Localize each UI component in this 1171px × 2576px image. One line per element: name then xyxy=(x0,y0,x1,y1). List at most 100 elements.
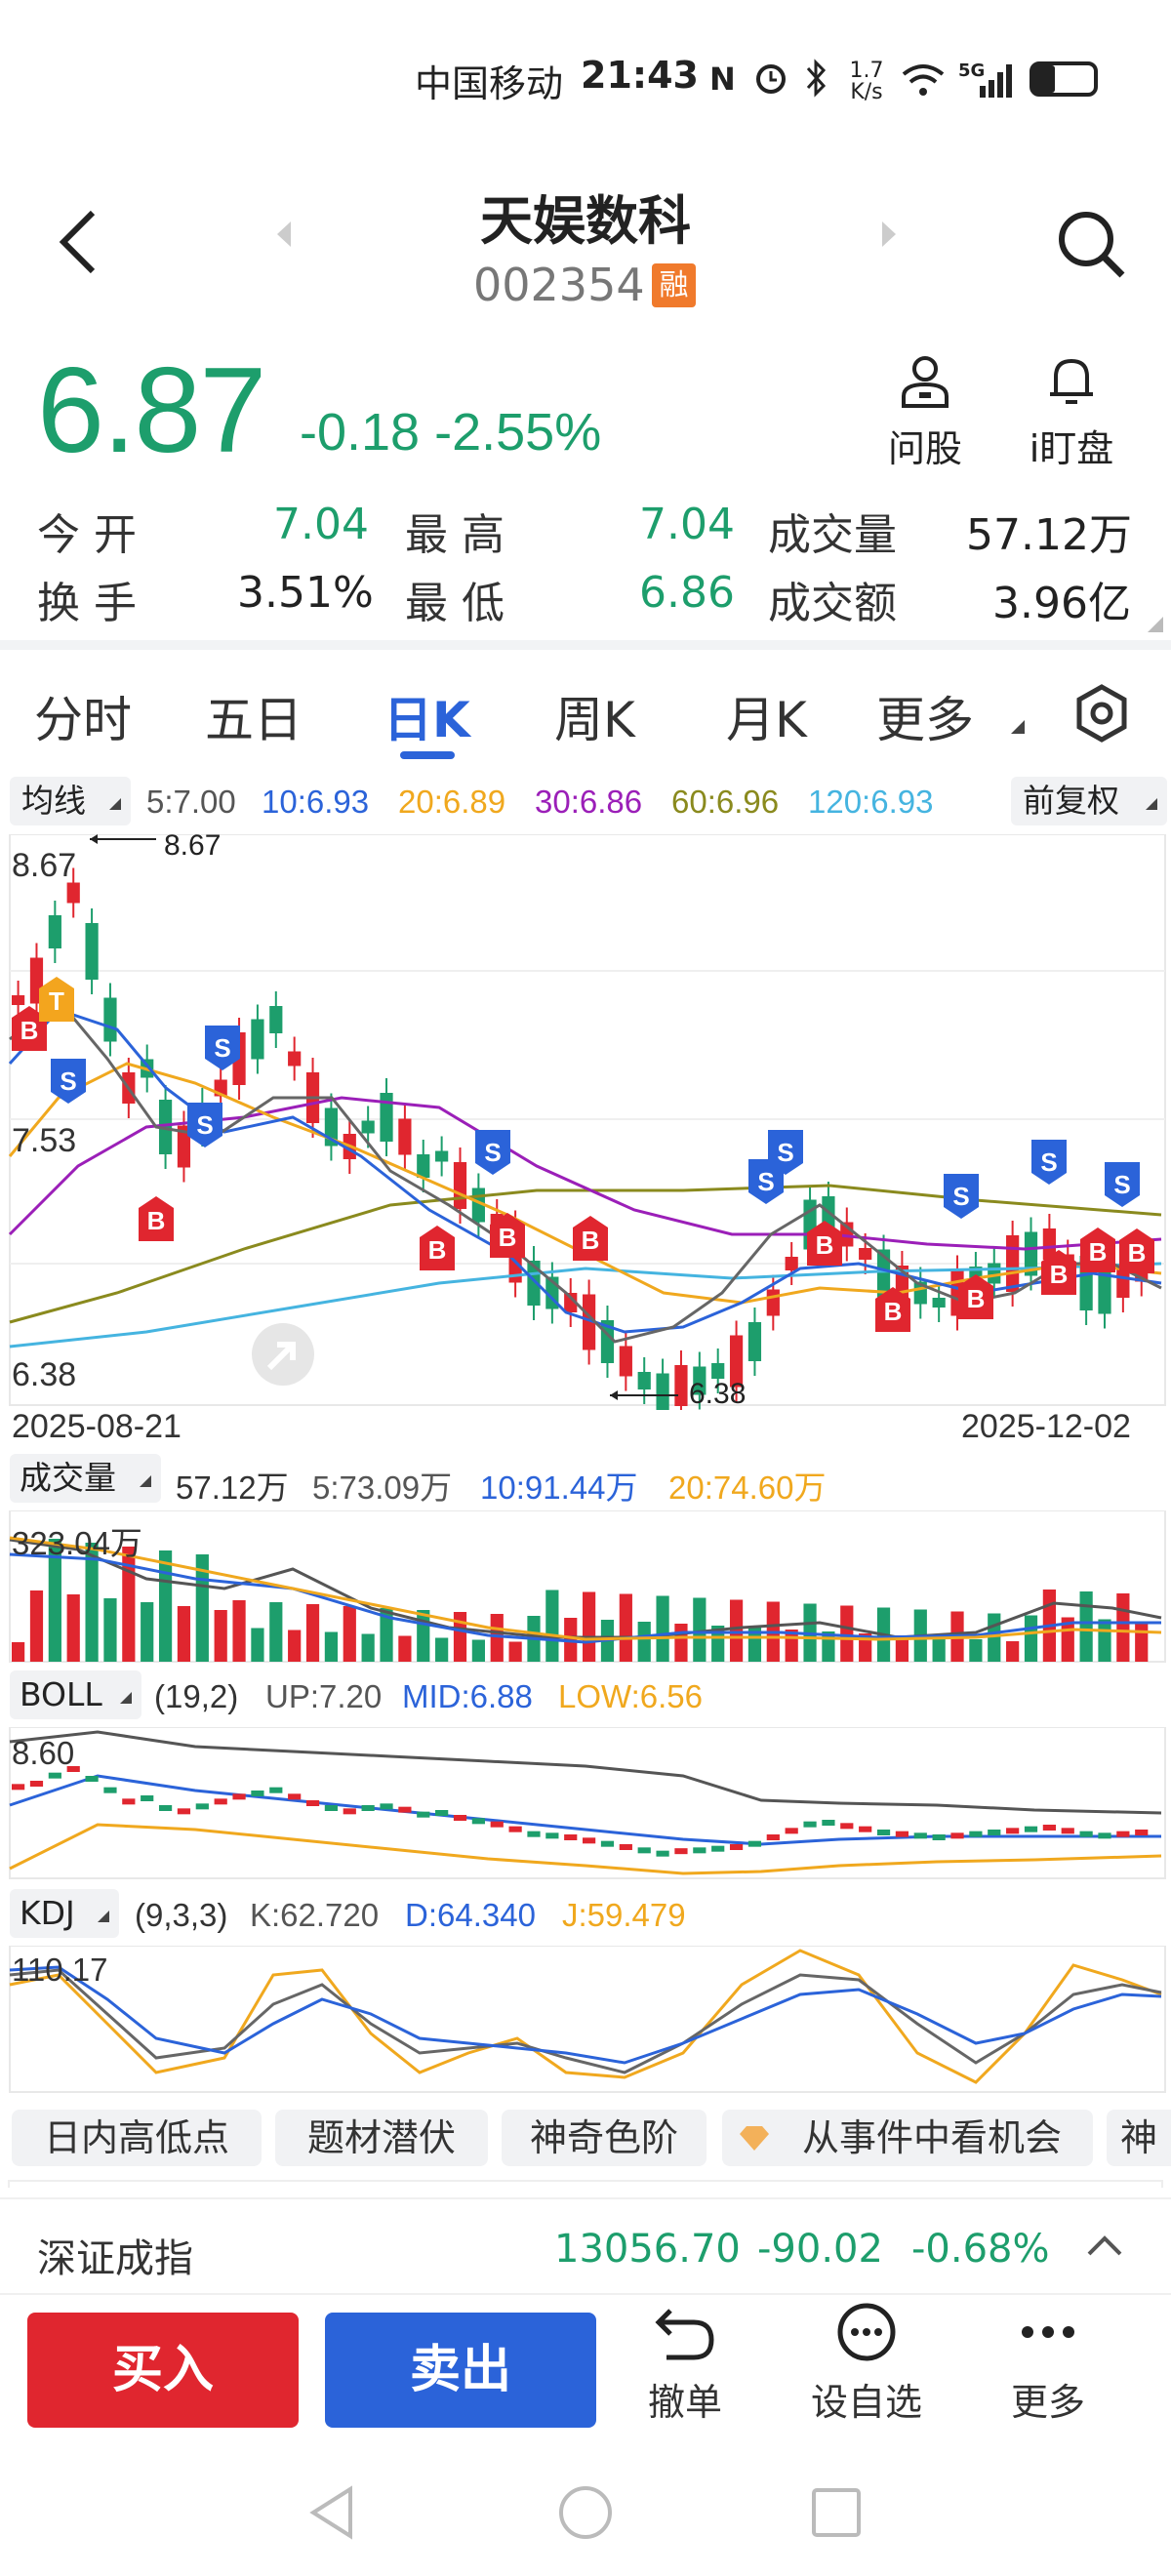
volume-bar xyxy=(305,1604,320,1662)
boll-candle xyxy=(895,1831,909,1837)
search-icon[interactable] xyxy=(1054,207,1128,281)
prev-stock-icon[interactable] xyxy=(275,220,293,249)
svg-text:N: N xyxy=(709,60,736,96)
chevron-up-icon[interactable] xyxy=(1085,2233,1124,2258)
tab-more[interactable]: 更多 xyxy=(876,692,974,748)
kdj-selector[interactable]: KDJ xyxy=(10,1889,119,1938)
pill-intraday-high-low[interactable]: 日内高低点 xyxy=(12,2110,262,2166)
settings-icon[interactable] xyxy=(1071,683,1132,744)
boll-candle xyxy=(380,1803,393,1810)
candle xyxy=(48,915,61,948)
boll-candle xyxy=(1061,1828,1074,1834)
boll-candle xyxy=(619,1844,632,1850)
pill-theme-ambush[interactable]: 题材潜伏 xyxy=(275,2110,488,2166)
buy-signal-marker: B xyxy=(573,1216,608,1261)
svg-text:B: B xyxy=(1128,1238,1147,1268)
nav-recents-icon[interactable] xyxy=(810,2486,863,2539)
candle xyxy=(564,1293,578,1312)
volume-selector[interactable]: 成交量 xyxy=(10,1454,161,1503)
nav-back-icon[interactable] xyxy=(307,2483,356,2542)
volume-bar xyxy=(1116,1593,1130,1662)
volume-bar xyxy=(361,1633,375,1662)
ask-stock-button[interactable]: 问股 xyxy=(867,351,984,472)
pill-magic-color[interactable]: 神奇色阶 xyxy=(502,2110,707,2166)
volume-bar xyxy=(141,1602,154,1662)
nfc-icon: N xyxy=(709,60,736,96)
candle xyxy=(876,1249,891,1298)
kdj-chart[interactable] xyxy=(0,1946,1171,2097)
candle xyxy=(158,1100,173,1154)
clock: 21:43 xyxy=(581,54,699,97)
date-start: 2025-08-21 xyxy=(12,1408,182,1445)
boll-candle xyxy=(195,1803,209,1810)
boll-candle xyxy=(988,1830,1001,1835)
volume-bar xyxy=(656,1595,669,1662)
boll-candle xyxy=(85,1776,99,1782)
buy-button[interactable]: 买入 xyxy=(27,2313,299,2428)
watch-monitor-button[interactable]: i盯盘 xyxy=(1013,351,1130,472)
next-stock-icon[interactable] xyxy=(880,220,898,249)
tab-intraday[interactable]: 分时 xyxy=(34,692,132,748)
volume-bar xyxy=(288,1630,302,1662)
candle xyxy=(729,1335,744,1388)
candle xyxy=(380,1093,393,1142)
back-icon[interactable] xyxy=(54,207,102,277)
more-actions-button[interactable]: 更多 xyxy=(980,2301,1116,2426)
adjust-selector[interactable]: 前复权 xyxy=(1011,777,1167,825)
more-circle-icon xyxy=(837,2303,896,2361)
volume-bar xyxy=(251,1628,264,1662)
boll-candle xyxy=(48,1772,61,1779)
candle xyxy=(693,1366,707,1395)
boll-candle xyxy=(564,1834,578,1840)
nav-home-icon[interactable] xyxy=(556,2483,615,2542)
pill-overflow[interactable]: 神 xyxy=(1107,2110,1171,2166)
boll-candle xyxy=(29,1781,44,1787)
boll-candle xyxy=(490,1821,504,1828)
volume-chart[interactable] xyxy=(0,1510,1171,1667)
buy-signal-marker: B xyxy=(490,1213,525,1258)
sell-signal-marker: S xyxy=(748,1159,784,1204)
boll-candle xyxy=(711,1845,725,1852)
add-watchlist-button[interactable]: 设自选 xyxy=(798,2301,935,2426)
ma60-line xyxy=(9,1184,1162,1324)
boll-candle xyxy=(103,1787,117,1793)
svg-text:B: B xyxy=(428,1235,447,1265)
candle xyxy=(637,1372,651,1389)
tab-five-day[interactable]: 五日 xyxy=(205,692,303,748)
svg-text:S: S xyxy=(1040,1147,1057,1177)
svg-text:S: S xyxy=(196,1110,213,1140)
boll-chart[interactable] xyxy=(0,1727,1171,1883)
boll-candle xyxy=(1135,1830,1149,1835)
boll-candle xyxy=(251,1791,264,1796)
boll-candle xyxy=(141,1795,154,1801)
tab-weekly-k[interactable]: 周K xyxy=(554,692,635,748)
boll-selector[interactable]: BOLL xyxy=(10,1670,141,1719)
ma120-line xyxy=(9,1262,1162,1348)
cancel-order-button[interactable]: 撤单 xyxy=(617,2301,753,2426)
wifi-icon xyxy=(902,64,945,96)
volume-bar xyxy=(932,1637,946,1662)
buy-signal-marker: B xyxy=(420,1226,455,1270)
tab-daily-k[interactable]: 日K xyxy=(384,692,470,748)
alarm-icon xyxy=(756,64,786,94)
boll-candle xyxy=(177,1808,191,1815)
ma-selector[interactable]: 均线 xyxy=(10,777,131,825)
candle xyxy=(1024,1231,1038,1276)
boll-candle xyxy=(214,1798,227,1805)
sell-button[interactable]: 卖出 xyxy=(325,2313,596,2428)
boll-candle xyxy=(122,1798,136,1805)
pill-event-opportunity[interactable]: 从事件中看机会 xyxy=(722,2110,1093,2166)
index-ticker[interactable]: 深证成指 13056.70 -90.02 -0.68% xyxy=(0,2197,1171,2295)
boll-candle xyxy=(288,1793,302,1800)
volume-bar xyxy=(729,1599,744,1662)
tab-monthly-k[interactable]: 月K xyxy=(726,692,807,748)
battery-icon xyxy=(1030,61,1098,97)
svg-text:T: T xyxy=(49,986,64,1016)
sell-signal-marker: S xyxy=(205,1026,240,1070)
undo-icon xyxy=(655,2309,714,2360)
svg-text:B: B xyxy=(147,1206,166,1235)
volume-bar xyxy=(380,1608,393,1662)
volume-bar xyxy=(693,1597,707,1662)
boll-candle xyxy=(859,1826,872,1832)
